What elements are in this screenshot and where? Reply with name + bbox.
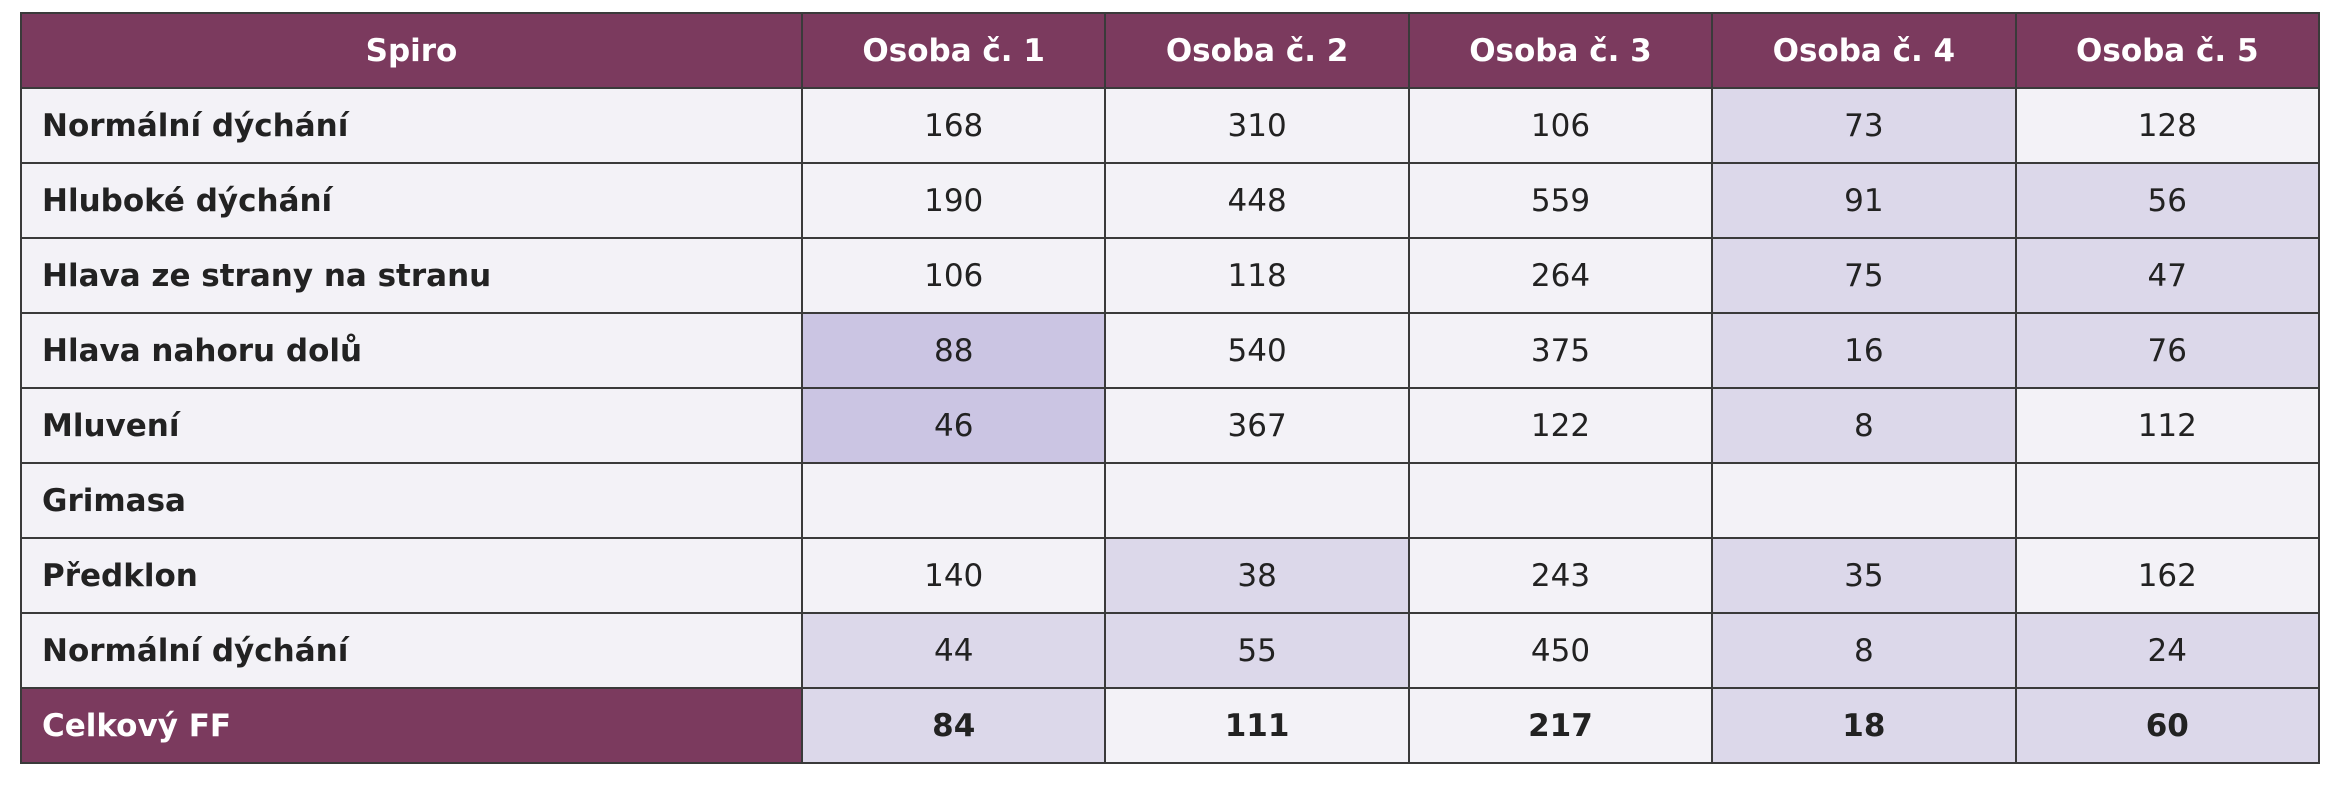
row-label: Hlava nahoru dolů (20, 312, 803, 389)
table-cell: 46 (800, 387, 1107, 464)
table-cell: 540 (1104, 312, 1410, 389)
table-cell: 243 (1407, 537, 1714, 614)
table-row: Předklon 140 38 243 35 162 (20, 537, 2321, 614)
table-cell: 8 (1711, 387, 2017, 464)
table-row: Normální dýchání 168 310 106 73 128 (20, 87, 2321, 164)
table-cell (800, 462, 1107, 539)
footer-cell: 84 (800, 687, 1107, 764)
table-cell: 112 (2014, 387, 2321, 464)
row-label: Předklon (20, 537, 803, 614)
table-cell: 73 (1711, 87, 2017, 164)
table-container: Spiro Osoba č. 1 Osoba č. 2 Osoba č. 3 Osoba… (20, 12, 2321, 764)
row-label: Grimasa (20, 462, 803, 539)
data-table: Spiro Osoba č. 1 Osoba č. 2 Osoba č. 3 Osoba… (20, 12, 2321, 764)
header-cell: Osoba č. 1 (800, 12, 1107, 89)
row-label: Normální dýchání (20, 612, 803, 689)
table-row: Grimasa (20, 462, 2321, 539)
footer-cell: 60 (2014, 687, 2321, 764)
table-row: Hlava ze strany na stranu 106 118 264 75 47 (20, 237, 2321, 314)
table-cell: 122 (1407, 387, 1714, 464)
table-row: Mluvení 46 367 122 8 112 (20, 387, 2321, 464)
table-cell: 16 (1711, 312, 2017, 389)
table-cell: 450 (1407, 612, 1714, 689)
table-cell: 190 (800, 162, 1107, 239)
table-cell: 106 (800, 237, 1107, 314)
header-cell: Osoba č. 5 (2014, 12, 2321, 89)
table-cell (2014, 462, 2321, 539)
table-cell: 76 (2014, 312, 2321, 389)
table-cell: 448 (1104, 162, 1410, 239)
header-cell: Osoba č. 4 (1711, 12, 2017, 89)
header-cell: Spiro (20, 12, 803, 89)
table-cell: 310 (1104, 87, 1410, 164)
table-cell: 118 (1104, 237, 1410, 314)
table-cell: 375 (1407, 312, 1714, 389)
table-cell: 106 (1407, 87, 1714, 164)
footer-row: Celkový FF 84 111 217 18 60 (20, 687, 2321, 764)
table-cell: 38 (1104, 537, 1410, 614)
table-cell: 128 (2014, 87, 2321, 164)
table-cell (1711, 462, 2017, 539)
row-label: Hlava ze strany na stranu (20, 237, 803, 314)
table-cell: 264 (1407, 237, 1714, 314)
table-cell: 367 (1104, 387, 1410, 464)
table-cell: 559 (1407, 162, 1714, 239)
table-cell: 55 (1104, 612, 1410, 689)
table-cell (1104, 462, 1410, 539)
table-row: Normální dýchání 44 55 450 8 24 (20, 612, 2321, 689)
footer-cell: 111 (1104, 687, 1410, 764)
table-cell: 140 (800, 537, 1107, 614)
header-cell: Osoba č. 3 (1407, 12, 1714, 89)
footer-cell: 18 (1711, 687, 2017, 764)
row-label: Hluboké dýchání (20, 162, 803, 239)
table-cell: 44 (800, 612, 1107, 689)
table-cell: 24 (2014, 612, 2321, 689)
table-row: Hlava nahoru dolů 88 540 375 16 76 (20, 312, 2321, 389)
footer-label: Celkový FF (20, 687, 803, 764)
row-label: Mluvení (20, 387, 803, 464)
table-cell: 91 (1711, 162, 2017, 239)
table-cell: 88 (800, 312, 1107, 389)
footer-cell: 217 (1407, 687, 1714, 764)
table-cell: 168 (800, 87, 1107, 164)
row-label: Normální dýchání (20, 87, 803, 164)
table-cell (1407, 462, 1714, 539)
table-row: Hluboké dýchání 190 448 559 91 56 (20, 162, 2321, 239)
table-cell: 47 (2014, 237, 2321, 314)
table-cell: 8 (1711, 612, 2017, 689)
header-row: Spiro Osoba č. 1 Osoba č. 2 Osoba č. 3 Osoba… (20, 12, 2321, 89)
table-cell: 35 (1711, 537, 2017, 614)
table-cell: 56 (2014, 162, 2321, 239)
table-cell: 75 (1711, 237, 2017, 314)
header-cell: Osoba č. 2 (1104, 12, 1410, 89)
table-cell: 162 (2014, 537, 2321, 614)
